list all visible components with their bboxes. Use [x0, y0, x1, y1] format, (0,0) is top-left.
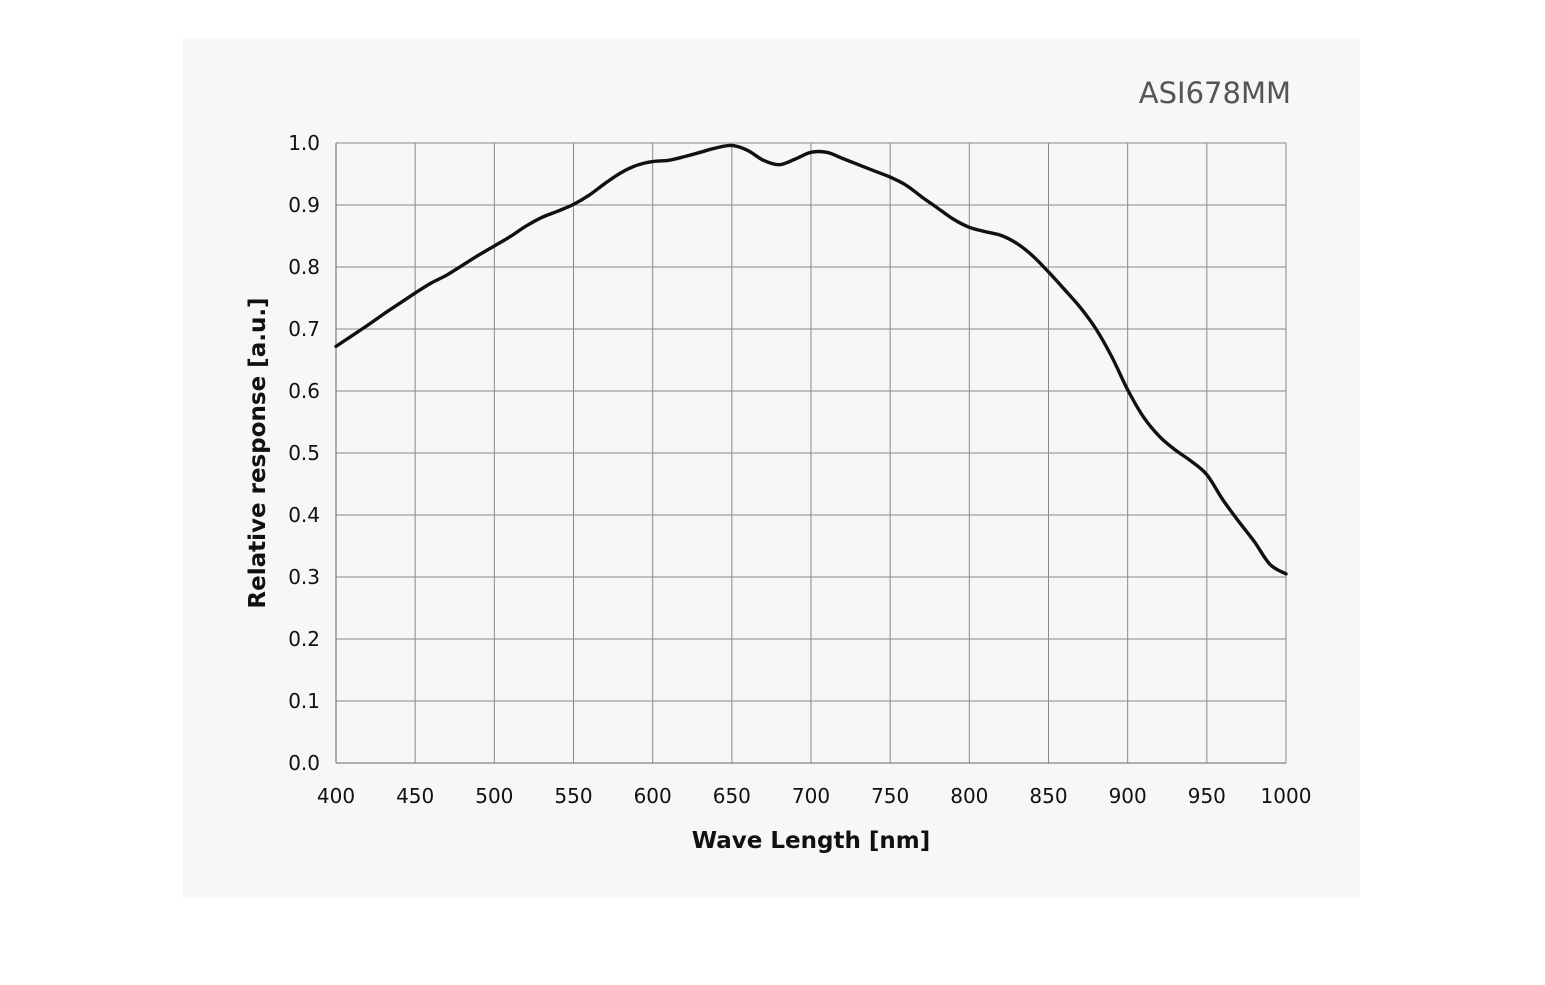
x-tick-label: 1000	[1261, 784, 1312, 808]
chart-title: ASI678MM	[1139, 76, 1291, 110]
x-tick-label: 600	[634, 784, 672, 808]
x-tick-label: 800	[950, 784, 988, 808]
y-tick-label: 0.3	[288, 565, 320, 589]
y-tick-label: 0.0	[288, 751, 320, 775]
y-tick-label: 1.0	[288, 131, 320, 155]
x-tick-label: 550	[554, 784, 592, 808]
x-tick-label: 500	[475, 784, 513, 808]
y-tick-label: 0.5	[288, 441, 320, 465]
y-tick-label: 0.2	[288, 627, 320, 651]
x-tick-label: 650	[713, 784, 751, 808]
grid	[335, 142, 1287, 764]
y-tick-label: 0.6	[288, 379, 320, 403]
y-tick-label: 0.7	[288, 317, 320, 341]
tick-labels: 400 450 500 550 600 650 700 750 800 850 900 950 1000…	[288, 131, 1311, 808]
chart-panel: 400 450 500 550 600 650 700 750 800 850 900 950 1000…	[183, 38, 1360, 898]
x-tick-label: 950	[1188, 784, 1226, 808]
x-tick-label: 400	[317, 784, 355, 808]
response-chart: 400 450 500 550 600 650 700 750 800 850 900 950 1000…	[245, 76, 1311, 854]
y-tick-label: 0.4	[288, 503, 320, 527]
y-axis-label: Relative response [a.u.]	[245, 297, 271, 608]
x-tick-label: 700	[792, 784, 830, 808]
y-tick-label: 0.9	[288, 193, 320, 217]
y-tick-label: 0.1	[288, 689, 320, 713]
x-axis-label: Wave Length [nm]	[692, 828, 931, 854]
x-tick-label: 450	[396, 784, 434, 808]
x-tick-label: 750	[871, 784, 909, 808]
y-tick-label: 0.8	[288, 255, 320, 279]
x-tick-label: 900	[1109, 784, 1147, 808]
x-tick-label: 850	[1029, 784, 1067, 808]
response-curve	[334, 143, 1288, 576]
